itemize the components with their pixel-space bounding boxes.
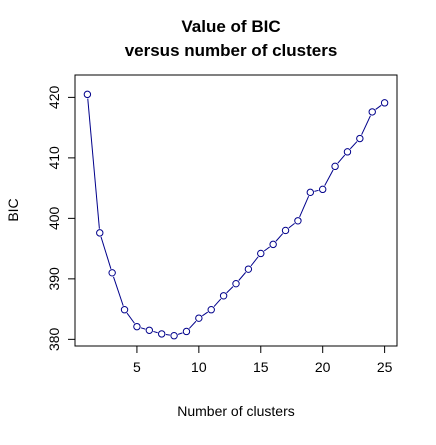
data-point-16 (269, 240, 277, 249)
series-segment-18 (299, 196, 310, 218)
data-point-2 (96, 229, 104, 237)
data-point-3 (108, 269, 116, 277)
data-point-1 (83, 90, 92, 99)
data-point-4 (120, 306, 129, 314)
data-point-9 (182, 327, 191, 336)
data-point-23 (356, 134, 364, 143)
data-point-15 (257, 249, 265, 258)
series-segment-20 (324, 169, 334, 186)
data-point-21 (331, 162, 339, 171)
x-tick-label-5: 5 (133, 359, 141, 375)
series-segment-17 (288, 222, 295, 229)
series-segment-9 (188, 320, 197, 329)
y-tick-label-400: 400 (46, 206, 62, 230)
bic-series (83, 90, 389, 340)
series-segment-2 (100, 236, 112, 269)
series-segment-21 (337, 154, 346, 164)
series-segment-6 (153, 330, 158, 334)
series-segment-19 (314, 189, 319, 192)
data-point-11 (207, 306, 215, 314)
data-point-17 (281, 226, 290, 235)
data-point-8 (170, 332, 178, 340)
chart-title: Value of BIC (181, 17, 280, 36)
series-segment-24 (375, 104, 382, 110)
data-point-13 (232, 279, 240, 288)
series-segment-11 (213, 298, 222, 307)
x-axis-title: Number of clusters (177, 403, 294, 419)
x-tick-label-10: 10 (191, 359, 207, 375)
data-point-19 (306, 188, 315, 197)
y-tick-label-380: 380 (46, 327, 62, 351)
data-point-5 (133, 322, 141, 331)
data-point-20 (318, 185, 327, 194)
series-segment-3 (113, 276, 124, 306)
series-segment-13 (238, 272, 247, 281)
y-tick-label-420: 420 (46, 85, 62, 109)
data-point-6 (145, 326, 154, 334)
x-tick-label-15: 15 (253, 359, 269, 375)
y-tick-label-410: 410 (46, 146, 62, 170)
series-segment-8 (177, 332, 183, 335)
series-segment-16 (275, 233, 284, 242)
data-point-10 (195, 314, 203, 322)
y-axis-title: BIC (5, 198, 21, 221)
x-tick-label-25: 25 (377, 359, 393, 375)
series-segment-15 (263, 246, 271, 252)
data-point-24 (368, 108, 376, 116)
x-axis: 5 10 15 20 25 (133, 345, 393, 375)
series-segment-5 (140, 327, 146, 330)
data-point-12 (219, 292, 228, 300)
series-segment-23 (361, 115, 371, 135)
series-segment-4 (126, 312, 135, 324)
data-point-22 (343, 148, 352, 156)
x-tick-label-20: 20 (315, 359, 331, 375)
data-point-14 (244, 265, 253, 273)
data-point-18 (294, 217, 302, 225)
y-tick-label-390: 390 (46, 267, 62, 291)
series-segment-7 (165, 334, 170, 336)
data-point-25 (380, 99, 389, 107)
series-segment-10 (202, 311, 209, 317)
y-axis: 380 390 400 410 420 (46, 85, 76, 351)
chart-subtitle: versus number of clusters (125, 41, 338, 60)
series-segment-14 (250, 256, 259, 267)
data-point-7 (157, 330, 166, 338)
series-segment-1 (87, 98, 100, 229)
series-segment-22 (349, 141, 358, 150)
series-segment-12 (226, 286, 234, 294)
